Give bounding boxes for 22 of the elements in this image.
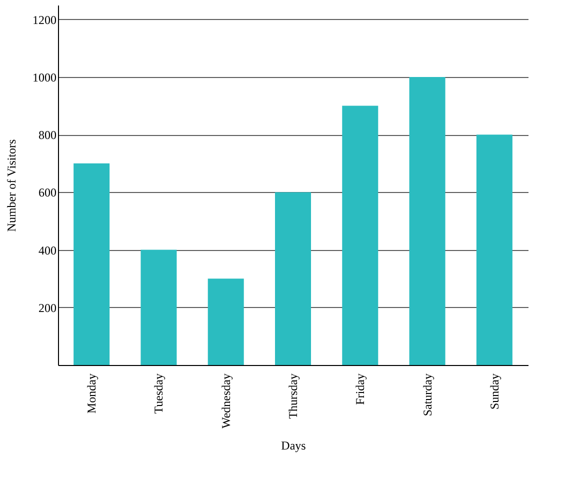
x-tick-label: Tuesday <box>152 374 166 414</box>
x-tick-label: Monday <box>84 374 99 414</box>
bar <box>409 77 446 365</box>
x-tick-label: Wednesday <box>218 374 233 429</box>
y-tick-label: 800 <box>38 128 56 142</box>
y-tick-label: 1200 <box>32 12 56 27</box>
bar <box>342 106 378 365</box>
y-tick-label: 400 <box>38 243 56 258</box>
y-tick-label: 200 <box>38 300 56 315</box>
bar <box>140 250 177 365</box>
bar <box>275 192 311 365</box>
y-tick-label: 600 <box>38 186 56 200</box>
x-axis-title: Days <box>281 438 306 453</box>
y-tick-label: 1000 <box>32 70 56 84</box>
x-tick-label: Sunday <box>487 374 502 410</box>
bar <box>476 134 512 365</box>
bar <box>208 278 244 365</box>
x-tick-label: Thursday <box>286 374 300 419</box>
x-tick-label: Friday <box>353 374 368 405</box>
x-tick-label: Saturday <box>420 374 434 416</box>
bar <box>74 163 110 365</box>
y-axis-title: Number of Visitors <box>4 138 18 232</box>
